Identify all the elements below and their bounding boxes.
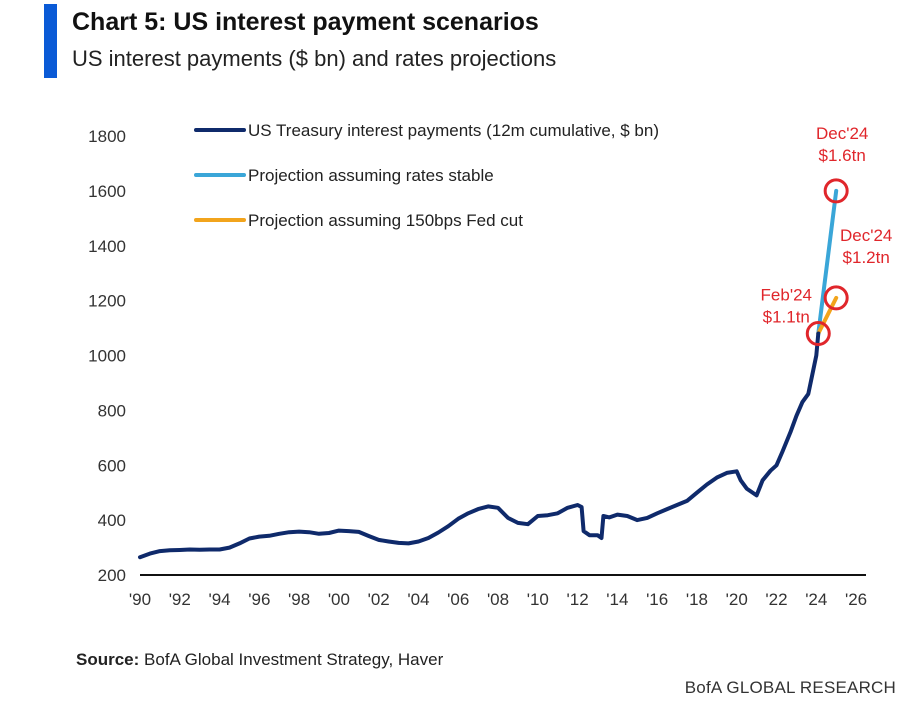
annotation-layer: Feb'24 $1.1tn Dec'24 $1.6tn Dec'24 $1.2tn (761, 124, 892, 347)
series-line-history (138, 331, 821, 560)
x-tick-label: '08 (487, 590, 509, 609)
y-tick-label: 600 (98, 456, 126, 475)
annotation-label: Feb'24 (761, 286, 812, 305)
x-tick-label: '18 (686, 590, 708, 609)
x-tick-label: '00 (328, 590, 350, 609)
legend-label: Projection assuming rates stable (248, 166, 494, 185)
brand-footer: BofA GLOBAL RESEARCH (684, 678, 896, 697)
x-tick-label: '94 (208, 590, 230, 609)
x-tick-label: '26 (845, 590, 867, 609)
y-tick-label: 1800 (88, 127, 126, 146)
x-tick-label: '98 (288, 590, 310, 609)
x-tick-label: '14 (606, 590, 628, 609)
annotation-label: $1.1tn (763, 308, 810, 327)
x-tick-label: '10 (527, 590, 549, 609)
x-axis-ticks: '90 '92 '94 '96 '98 '00 '02 '04 '06 '08 '10 '12 '14 '… (129, 590, 867, 609)
y-tick-label: 1400 (88, 237, 126, 256)
series-line-stable (816, 188, 839, 336)
series-line-cut (816, 295, 839, 336)
series-layer (138, 188, 839, 560)
x-tick-label: '90 (129, 590, 151, 609)
y-tick-label: 1200 (88, 292, 126, 311)
y-tick-label: 800 (98, 401, 126, 420)
legend: US Treasury interest payments (12m cumul… (194, 121, 659, 230)
y-axis-ticks: 200 400 600 800 1000 1200 1400 1600 1800 (88, 127, 126, 585)
x-tick-label: '02 (368, 590, 390, 609)
y-tick-label: 1000 (88, 347, 126, 366)
x-tick-label: '16 (646, 590, 668, 609)
x-tick-label: '96 (248, 590, 270, 609)
source-note: Source: BofA Global Investment Strategy,… (76, 650, 443, 670)
annotation-label: $1.2tn (843, 248, 890, 267)
y-tick-label: 400 (98, 511, 126, 530)
accent-bar (44, 4, 57, 78)
y-tick-label: 1600 (88, 182, 126, 201)
annotation-circle (823, 178, 849, 204)
annotation-circle (823, 285, 849, 311)
legend-label: US Treasury interest payments (12m cumul… (248, 121, 659, 140)
x-tick-label: '12 (567, 590, 589, 609)
chart-title: Chart 5: US interest payment scenarios (72, 8, 539, 36)
annotation-label: $1.6tn (819, 146, 866, 165)
chart-subtitle: US interest payments ($ bn) and rates pr… (72, 46, 557, 71)
source-label: Source: (76, 650, 140, 669)
x-tick-label: '20 (726, 590, 748, 609)
x-tick-label: '04 (407, 590, 429, 609)
x-tick-label: '24 (805, 590, 827, 609)
source-text: BofA Global Investment Strategy, Haver (144, 650, 444, 669)
annotation-label: Dec'24 (816, 124, 868, 143)
legend-label: Projection assuming 150bps Fed cut (248, 211, 523, 230)
annotation-label: Dec'24 (840, 226, 892, 245)
x-tick-label: '06 (447, 590, 469, 609)
y-tick-label: 200 (98, 566, 126, 585)
x-tick-label: '22 (765, 590, 787, 609)
x-tick-label: '92 (169, 590, 191, 609)
annotation-circle (805, 321, 831, 347)
